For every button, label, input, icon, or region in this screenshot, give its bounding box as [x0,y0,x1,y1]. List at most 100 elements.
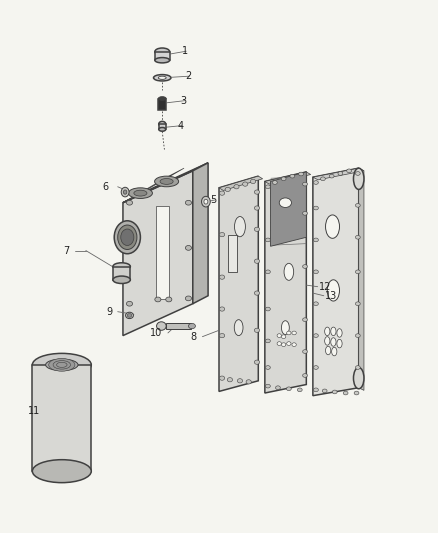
Ellipse shape [282,335,286,338]
Ellipse shape [219,334,225,338]
Ellipse shape [113,263,131,270]
Ellipse shape [158,76,166,79]
Ellipse shape [185,200,191,205]
Ellipse shape [234,216,245,237]
Ellipse shape [188,324,195,329]
Polygon shape [265,172,311,184]
Ellipse shape [254,259,260,263]
Text: 1: 1 [182,46,188,56]
Ellipse shape [219,275,225,279]
Ellipse shape [325,346,331,355]
Ellipse shape [303,374,307,377]
Ellipse shape [276,386,280,390]
Ellipse shape [166,297,172,302]
Ellipse shape [237,378,243,383]
Ellipse shape [303,265,307,268]
Ellipse shape [331,338,336,346]
Ellipse shape [337,329,342,337]
Ellipse shape [322,389,327,393]
Ellipse shape [356,270,360,273]
Polygon shape [265,172,306,393]
Ellipse shape [279,198,291,207]
Polygon shape [359,168,364,390]
Ellipse shape [118,225,137,249]
Ellipse shape [265,366,270,369]
Ellipse shape [53,361,70,368]
Ellipse shape [353,368,364,389]
Ellipse shape [284,263,293,280]
Ellipse shape [343,391,348,395]
Ellipse shape [287,342,291,345]
Bar [159,124,166,130]
Ellipse shape [265,270,270,273]
Ellipse shape [32,459,91,483]
Ellipse shape [356,302,360,305]
Ellipse shape [286,387,291,391]
Ellipse shape [204,199,208,204]
Ellipse shape [265,384,270,388]
Ellipse shape [219,307,225,311]
Ellipse shape [282,321,289,335]
Ellipse shape [356,236,360,239]
Ellipse shape [265,185,270,189]
Polygon shape [193,163,208,304]
Ellipse shape [134,190,147,196]
Ellipse shape [277,342,282,345]
Ellipse shape [290,174,295,178]
Ellipse shape [127,313,132,317]
Ellipse shape [254,206,260,210]
Ellipse shape [201,196,210,207]
Text: 10: 10 [150,328,162,338]
Ellipse shape [327,280,339,301]
Ellipse shape [128,188,152,198]
Polygon shape [219,176,263,190]
Ellipse shape [32,353,91,376]
Polygon shape [123,163,208,203]
Ellipse shape [353,168,364,189]
Bar [32,365,91,471]
Ellipse shape [265,238,270,242]
Text: 11: 11 [28,406,40,416]
Ellipse shape [303,350,307,353]
Ellipse shape [155,58,170,63]
Ellipse shape [53,361,71,369]
Ellipse shape [113,276,131,284]
Polygon shape [219,176,258,391]
Polygon shape [123,168,184,203]
Ellipse shape [155,48,170,55]
Ellipse shape [254,328,260,333]
Ellipse shape [338,172,343,175]
Ellipse shape [158,96,166,100]
Ellipse shape [225,187,230,191]
Ellipse shape [325,215,339,238]
Text: 8: 8 [190,332,196,342]
Text: 2: 2 [185,71,191,81]
Ellipse shape [185,296,191,301]
Bar [155,206,169,300]
Text: 13: 13 [325,290,337,301]
Ellipse shape [314,334,318,337]
Ellipse shape [329,174,334,178]
Text: 3: 3 [180,95,187,106]
Ellipse shape [354,391,359,395]
Ellipse shape [185,246,191,251]
Ellipse shape [46,359,78,370]
Ellipse shape [292,331,296,335]
Ellipse shape [331,327,336,336]
Ellipse shape [297,388,302,392]
Ellipse shape [299,172,304,176]
Polygon shape [123,171,193,336]
Polygon shape [271,172,306,246]
Ellipse shape [314,238,318,242]
Bar [158,99,166,110]
Ellipse shape [314,388,318,392]
Ellipse shape [254,190,260,194]
Ellipse shape [49,359,75,371]
Ellipse shape [155,297,161,302]
Ellipse shape [127,200,133,205]
Ellipse shape [325,327,330,336]
Ellipse shape [219,232,225,237]
Polygon shape [313,168,359,395]
Text: 12: 12 [318,282,331,292]
Ellipse shape [303,212,307,215]
